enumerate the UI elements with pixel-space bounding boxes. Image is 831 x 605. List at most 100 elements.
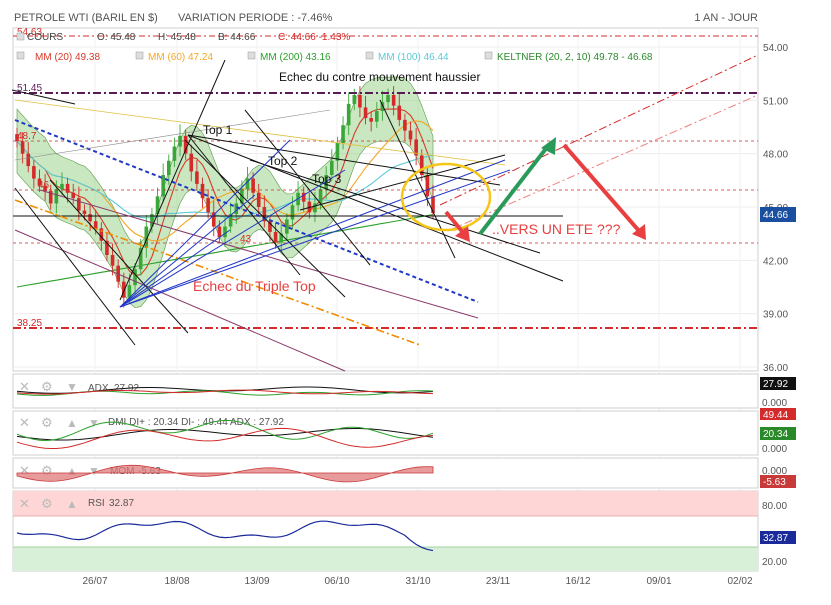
dmi-move-down-icon[interactable]: ▼ [88, 416, 100, 430]
candle-body-28 [172, 146, 177, 161]
adx-move-down-icon[interactable]: ▼ [66, 380, 78, 394]
candle-body-24 [150, 214, 154, 227]
x-tick-label-8: 02/02 [727, 576, 752, 587]
mom-move-up-icon[interactable]: ▲ [66, 464, 78, 478]
rsi-badge [760, 531, 796, 544]
dmi-badge-red [760, 408, 796, 420]
adx-panel [12, 373, 759, 409]
candle-body-27 [166, 160, 171, 175]
dmi-settings-icon[interactable]: ⚙ [41, 415, 53, 430]
candle-body-12 [82, 210, 87, 215]
candle-body-10 [71, 192, 76, 199]
legend-mm20: MM (20) 49.38 [35, 52, 100, 63]
highlight-ellipse [400, 162, 492, 232]
dmi-badge-green [760, 427, 796, 440]
mom-move-down-icon[interactable]: ▼ [88, 464, 100, 478]
x-axis-ticks: 26/07 18/08 13/09 06/10 31/10 23/11 16/12 09/01… [82, 576, 752, 587]
rsi-move-up-icon[interactable]: ▲ [66, 497, 78, 511]
mm200-checkbox[interactable] [247, 51, 256, 60]
candle-body-62 [363, 107, 368, 119]
candle-body-23 [144, 226, 149, 248]
mm100-checkbox[interactable] [365, 51, 374, 60]
adx-line-3 [16, 389, 434, 395]
candle-body-44 [262, 207, 267, 222]
mom-area [16, 464, 434, 483]
rsi-overbought-band [13, 491, 758, 516]
candle-body-74 [431, 196, 435, 214]
dmi-close-icon[interactable]: ✕ [19, 415, 30, 430]
rsi-line [16, 520, 434, 552]
level-3825-label: 38.25 [17, 318, 42, 329]
candle-body-53 [313, 203, 317, 213]
candle-body-71 [414, 139, 418, 156]
annotation-echec-haussier: Echec du contre mouvement haussier [279, 70, 480, 84]
adx-settings-icon[interactable]: ⚙ [41, 379, 53, 394]
x-tick-label-2: 13/09 [244, 576, 269, 587]
candle-body-66 [386, 95, 390, 103]
candle-body-1 [20, 141, 25, 154]
adx-toolbar: ✕ ⚙ ▼ [19, 379, 78, 394]
black-diag-1 [14, 187, 136, 346]
candle-body-36 [217, 226, 222, 238]
keltner-checkbox[interactable] [484, 51, 493, 60]
candle-body-22 [138, 247, 143, 270]
mom-settings-icon[interactable]: ⚙ [41, 463, 53, 478]
level-487-label: 48.7 [17, 131, 37, 142]
candle-body-16 [105, 240, 109, 255]
mm20-checkbox[interactable] [16, 51, 25, 60]
adx-close-icon[interactable]: ✕ [19, 379, 30, 394]
candle-body-6 [48, 191, 53, 204]
dmi-scale-zero: 0.000 [762, 444, 787, 455]
period-selector[interactable]: 1 AN - JOUR [694, 12, 758, 24]
red-dash-extension [439, 54, 759, 206]
dmi-plus-line [16, 419, 434, 442]
candle-body-9 [65, 183, 70, 193]
level-43-label: 43 [240, 234, 252, 245]
rsi-oversold-band [13, 547, 758, 571]
x-tick-label-5: 23/11 [486, 576, 511, 587]
forecast-arrows [444, 137, 646, 242]
mm100-line [16, 140, 434, 219]
mm60-checkbox[interactable] [135, 51, 144, 60]
adx-label: ADX [88, 383, 109, 394]
main-gridlines [13, 28, 758, 571]
candle-body-15 [99, 228, 104, 241]
candle-body-58 [341, 125, 345, 143]
candle-body-8 [60, 183, 64, 190]
candle-body-5 [43, 185, 47, 191]
blue-fan-6 [119, 229, 231, 308]
adx-scale-zero: 0.000 [762, 398, 787, 409]
rsi-settings-icon[interactable]: ⚙ [41, 496, 53, 511]
candle-body-34 [206, 198, 210, 213]
candle-body-11 [77, 198, 81, 211]
candle-body-0 [15, 134, 19, 142]
candle-body-65 [380, 102, 385, 111]
mom-close-icon[interactable]: ✕ [19, 463, 30, 478]
candle-body-2 [26, 153, 31, 167]
x-tick-label-7: 09/01 [646, 576, 671, 587]
rsi-close-icon[interactable]: ✕ [19, 496, 30, 511]
candle-body-25 [155, 196, 160, 215]
candle-body-35 [211, 212, 216, 227]
rsi-value: 32.87 [109, 498, 134, 509]
dmi-label: DMI DI+ : 20.34 DI- : 49.44 ADX : 27.92 [108, 417, 284, 428]
y-tick-label-5: 39.00 [763, 310, 788, 321]
blue-fan-4 [119, 169, 511, 308]
candle-body-61 [358, 95, 362, 108]
candlesticks [15, 86, 435, 308]
dmi-move-up-icon[interactable]: ▲ [66, 416, 78, 430]
black-diag-4 [119, 59, 226, 301]
blue-fan-2 [119, 169, 346, 308]
candle-body-64 [374, 111, 379, 122]
candle-body-33 [200, 183, 205, 199]
mom-toolbar: ✕ ⚙ ▲ ▼ [19, 463, 100, 478]
ohlc-checkbox[interactable] [16, 32, 25, 41]
red-arrow-big-head [632, 224, 646, 240]
dmi-badge-green-value: 20.34 [763, 429, 788, 440]
candle-body-26 [161, 175, 165, 197]
y-tick-label-6: 36.00 [763, 363, 788, 374]
candle-body-41 [245, 178, 250, 190]
candle-body-29 [178, 135, 182, 147]
adx-badge [760, 377, 796, 390]
